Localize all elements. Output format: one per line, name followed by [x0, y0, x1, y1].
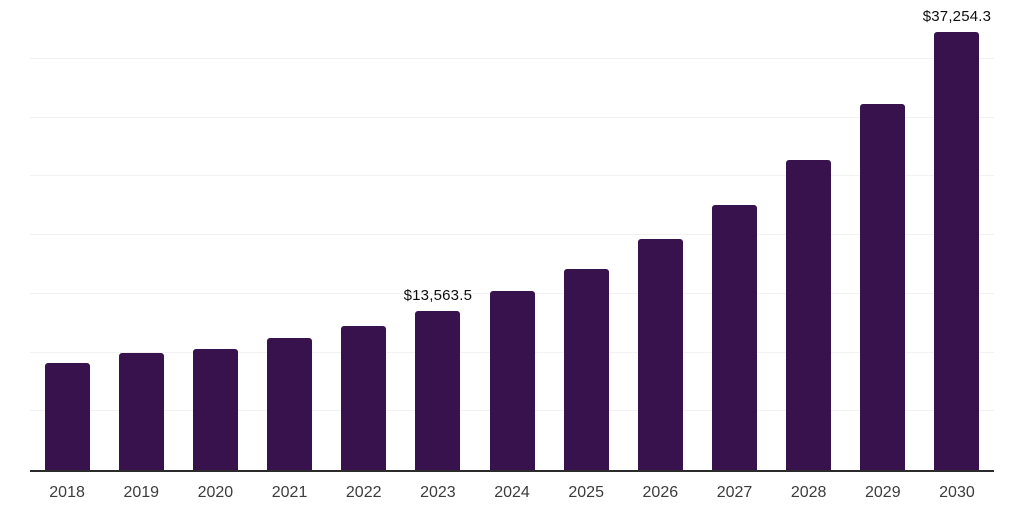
bar	[192, 349, 238, 470]
bar	[415, 310, 461, 470]
bars-container: $13,563.5 $37,254.3	[30, 0, 994, 470]
x-tick-label: 2022	[345, 484, 382, 501]
gridline	[30, 57, 994, 59]
x-tick-label: 2029	[865, 484, 901, 501]
x-tick-label: 2021	[271, 484, 308, 501]
x-tick-label: 2020	[197, 484, 234, 501]
x-tick-label: 2030	[939, 484, 975, 501]
bar	[860, 103, 906, 470]
x-tick-label: 2023	[420, 484, 456, 501]
bar	[637, 239, 683, 470]
bar	[786, 159, 832, 470]
bar	[489, 290, 535, 470]
bar	[341, 325, 387, 470]
bar-group	[623, 0, 697, 470]
gridline	[30, 116, 994, 118]
bar	[563, 268, 609, 470]
x-tick-label: 2019	[123, 484, 160, 501]
bar-group	[772, 0, 846, 470]
x-tick-label: 2026	[642, 484, 679, 501]
bar-group	[30, 0, 104, 470]
plot-area: $13,563.5 $37,254.3	[30, 0, 994, 472]
bar	[118, 352, 164, 470]
bar-group	[252, 0, 326, 470]
bar-group: $37,254.3	[920, 0, 994, 470]
bar-value-label: $13,563.5	[403, 286, 473, 304]
bar	[934, 32, 980, 470]
bar	[267, 338, 313, 470]
x-tick-label: 2024	[494, 484, 530, 501]
bar	[44, 362, 90, 470]
bar-group	[327, 0, 401, 470]
x-tick-label: 2027	[716, 484, 753, 501]
bar-group	[104, 0, 178, 470]
bar-group	[178, 0, 252, 470]
bar-group	[846, 0, 920, 470]
bar-group	[697, 0, 771, 470]
gridline	[30, 234, 994, 235]
gridline	[30, 175, 994, 177]
bar	[711, 204, 757, 470]
x-axis-labels: 2018 2019 2020 2021 2022 2023 2024 2025 2026 2027…	[30, 484, 994, 502]
bar-group	[549, 0, 623, 470]
bar-group	[475, 0, 549, 470]
bar-group: $13,563.5	[401, 0, 475, 470]
x-tick-label: 2028	[790, 484, 827, 501]
bar-value-label: $37,254.3	[922, 8, 992, 26]
x-tick-label: 2018	[49, 484, 85, 501]
x-tick-label: 2025	[568, 484, 604, 501]
